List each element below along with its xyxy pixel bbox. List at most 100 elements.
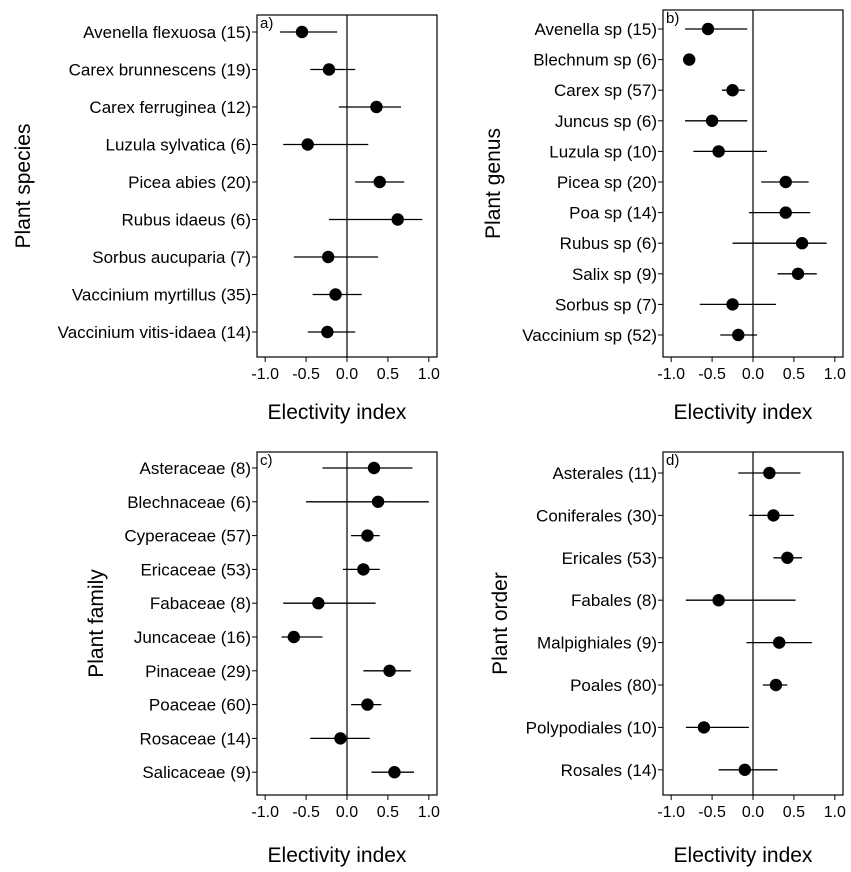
x-tick-label: -1.0 — [251, 366, 279, 383]
estimate-point — [769, 678, 783, 692]
category-label: Poales (80) — [570, 676, 657, 695]
estimate-point — [388, 766, 401, 779]
x-tick-label: 0.0 — [742, 804, 764, 821]
estimate-point — [779, 206, 792, 219]
category-label: Fabales (8) — [571, 591, 657, 610]
y-axis-label: Plant order — [489, 572, 512, 675]
panel-d: d) -1.0 -0.5 0.0 0.5 1.0 Electivity index Plant… — [489, 451, 846, 867]
category-label: Vaccinium myrtillus (35) — [72, 286, 251, 305]
estimate-point — [705, 114, 719, 128]
estimate-point — [370, 100, 383, 114]
estimate-point — [329, 288, 342, 301]
estimate-point — [357, 563, 370, 576]
y-axis-label: Plant species — [12, 124, 35, 249]
estimate-point — [779, 175, 792, 189]
y-axis-label: Plant family — [85, 569, 108, 678]
estimate-point — [295, 25, 309, 39]
x-tick-label: -0.5 — [292, 366, 320, 383]
estimate-point — [367, 461, 381, 475]
x-tick-label: 0.5 — [783, 804, 805, 821]
x-tick-label: -1.0 — [657, 366, 685, 383]
estimate-point — [697, 721, 711, 734]
estimate-point — [361, 698, 374, 711]
estimate-point — [726, 298, 739, 311]
category-label: Carex sp (57) — [554, 81, 657, 100]
x-tick-label: 0.0 — [336, 804, 358, 821]
category-label: Rosales (14) — [561, 761, 657, 780]
x-tick-label: -0.5 — [698, 366, 726, 383]
estimate-point — [781, 551, 794, 564]
estimate-point — [321, 325, 334, 339]
category-label: Malpighiales (9) — [537, 634, 657, 653]
category-label: Luzula sp (10) — [549, 142, 657, 161]
category-label: Fabaceae (8) — [150, 594, 251, 613]
category-label: Rubus sp (6) — [560, 234, 657, 253]
estimate-point — [322, 63, 336, 76]
x-tick-label: -0.5 — [698, 804, 726, 821]
category-label: Asterales (11) — [552, 464, 657, 483]
category-label: Blechnum sp (6) — [533, 51, 657, 70]
category-label: Vaccinium vitis-idaea (14) — [58, 323, 251, 342]
category-label: Coniferales (30) — [536, 506, 657, 525]
estimate-point — [682, 53, 696, 66]
category-label: Avenella flexuosa (15) — [83, 23, 251, 42]
category-label: Sorbus sp (7) — [555, 295, 657, 314]
category-label: Juncaceae (16) — [134, 628, 251, 647]
estimate-point — [772, 636, 786, 649]
category-label: Avenella sp (15) — [534, 20, 657, 39]
category-label: Polypodiales (10) — [526, 718, 657, 737]
x-tick-label: 1.0 — [418, 366, 440, 383]
x-tick-label: 0.5 — [377, 804, 399, 821]
panel-label: b) — [666, 10, 679, 27]
x-tick-label: 1.0 — [824, 366, 846, 383]
category-label: Picea sp (20) — [557, 173, 657, 192]
category-label: Luzula sylvatica (6) — [105, 136, 251, 155]
panel-b: b) -1.0 -0.5 0.0 0.5 1.0 Electivity index Plant… — [482, 9, 846, 424]
category-label: Pinaceae (29) — [145, 662, 251, 681]
category-label: Asteraceae (8) — [140, 459, 252, 478]
estimate-point — [726, 84, 739, 97]
x-tick-label: -1.0 — [657, 804, 685, 821]
y-axis-label: Plant genus — [482, 128, 505, 239]
x-axis-label: Electivity index — [674, 401, 813, 424]
x-tick-label: 0.0 — [336, 366, 358, 383]
estimate-point — [791, 267, 805, 280]
estimate-point — [371, 495, 385, 508]
x-axis-label: Electivity index — [268, 844, 407, 867]
x-axis-label: Electivity index — [268, 401, 407, 424]
estimate-point — [373, 175, 386, 189]
category-label: Blechnaceae (6) — [127, 493, 251, 512]
estimate-point — [383, 664, 396, 677]
category-label: Cyperaceae (57) — [124, 527, 251, 546]
x-tick-label: 0.0 — [742, 366, 764, 383]
category-label: Salix sp (9) — [572, 265, 657, 284]
x-tick-label: -0.5 — [292, 804, 320, 821]
category-label: Picea abies (20) — [128, 173, 251, 192]
estimate-point — [712, 594, 725, 607]
estimate-point — [701, 22, 715, 36]
panel-label: c) — [260, 452, 273, 469]
panel-label: a) — [260, 15, 273, 32]
panel-c: c) -1.0 -0.5 0.0 0.5 1.0 Electivity index Plant… — [85, 451, 440, 867]
estimate-point — [391, 213, 404, 226]
category-label: Poaceae (60) — [149, 696, 251, 715]
category-label: Carex brunnescens (19) — [69, 61, 251, 80]
category-label: Salicaceae (9) — [142, 763, 251, 782]
category-label: Rosaceae (14) — [139, 729, 251, 748]
x-tick-label: 1.0 — [418, 804, 440, 821]
estimate-point — [334, 732, 347, 745]
category-label: Carex ferruginea (12) — [89, 98, 251, 117]
estimate-point — [712, 145, 725, 158]
estimate-point — [738, 763, 752, 776]
x-axis-label: Electivity index — [674, 844, 813, 867]
x-tick-label: 0.5 — [783, 366, 805, 383]
estimate-point — [767, 509, 780, 522]
estimate-point — [287, 630, 301, 644]
panel-label: d) — [666, 452, 679, 469]
x-tick-label: 1.0 — [824, 804, 846, 821]
category-label: Ericales (53) — [562, 549, 657, 568]
estimate-point — [795, 237, 809, 250]
estimate-point — [732, 328, 745, 342]
panel-a: a) -1.0 -0.5 0.0 0.5 1.0 Electivity index Plant… — [12, 14, 440, 424]
